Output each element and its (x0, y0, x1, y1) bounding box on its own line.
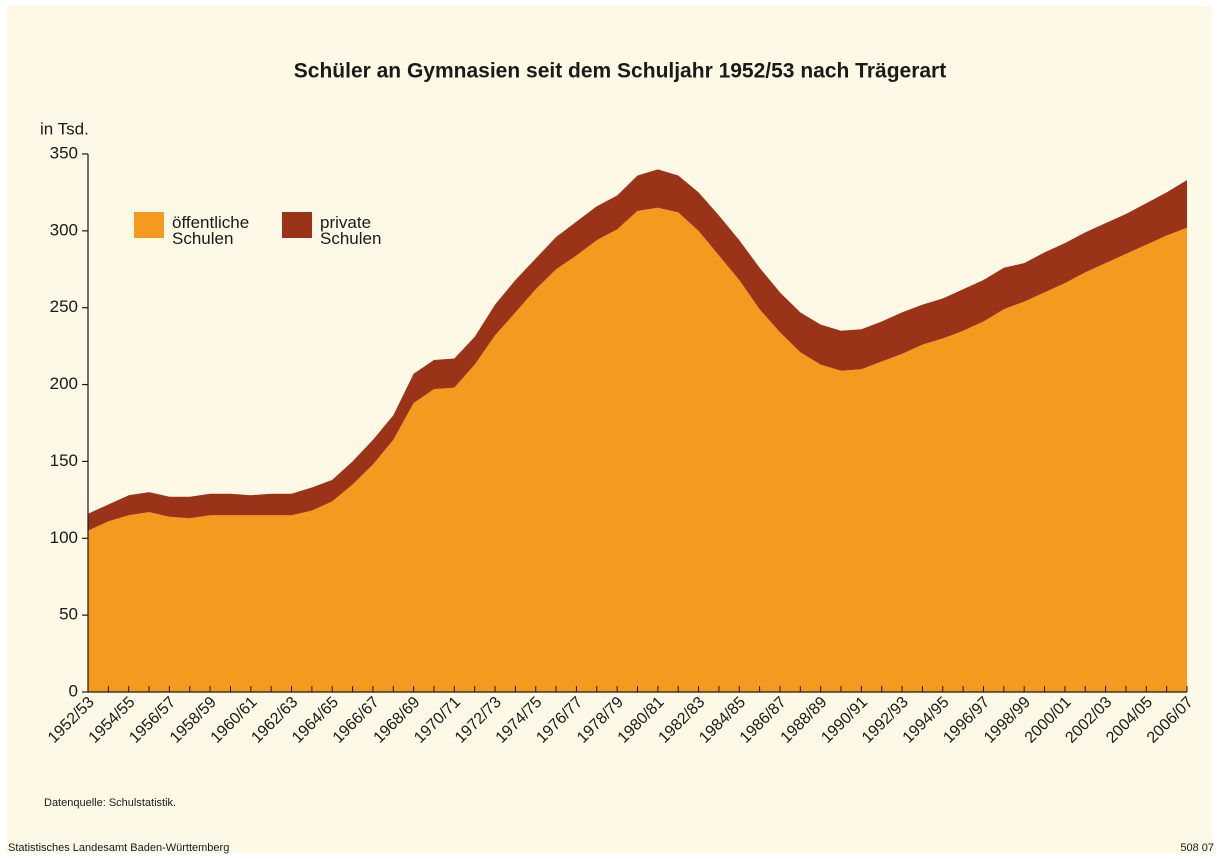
y-tick-label: 100 (50, 528, 78, 547)
publisher: Statistisches Landesamt Baden-Württember… (8, 842, 229, 854)
legend-swatch (134, 212, 164, 238)
legend-label: öffentliche Schulen (172, 213, 250, 248)
legend-swatch (282, 212, 312, 238)
y-tick-label: 350 (50, 143, 78, 162)
source: Datenquelle: Schulstatistik. (44, 797, 176, 809)
y-tick-label: 50 (59, 605, 78, 624)
chart-title: Schüler an Gymnasien seit dem Schuljahr … (294, 60, 946, 83)
chart-number: 508 07 (1180, 842, 1214, 854)
legend-label: private Schulen (320, 213, 382, 248)
y-tick-label: 300 (50, 220, 78, 239)
y-tick-label: 0 (69, 681, 78, 700)
y-tick-label: 150 (50, 451, 78, 470)
area (88, 207, 1187, 693)
y-tick-label: 200 (50, 374, 78, 393)
y-tick-label: 250 (50, 297, 78, 316)
y-axis-label: in Tsd. (40, 119, 89, 138)
